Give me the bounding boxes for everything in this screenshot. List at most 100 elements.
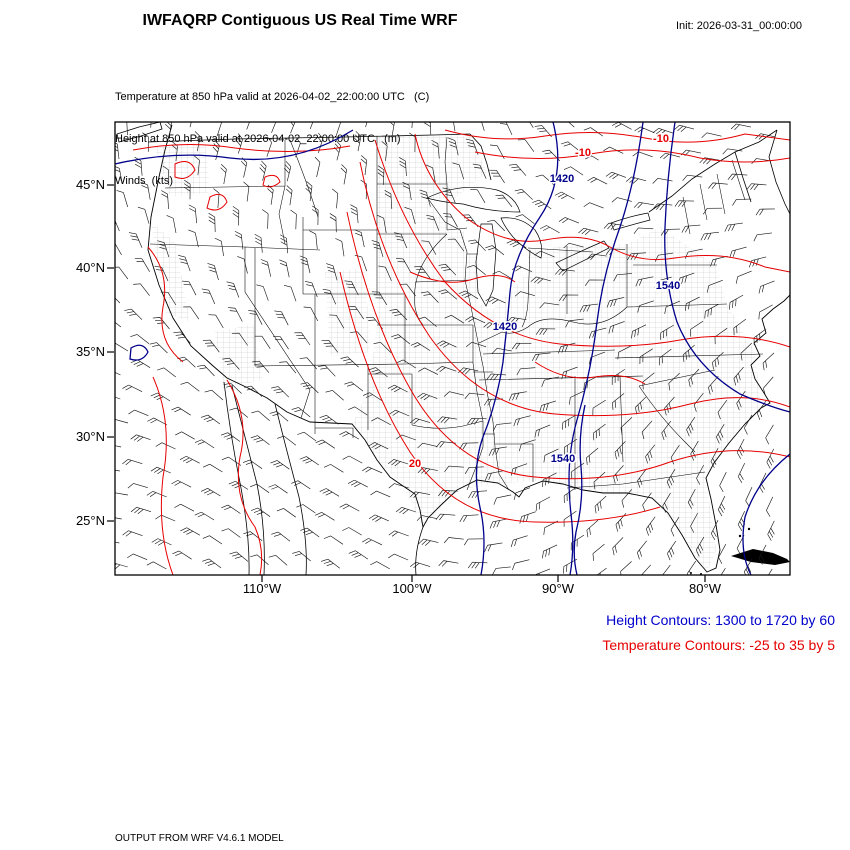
wind-barb [654, 276, 672, 289]
wind-barb [562, 414, 577, 430]
wind-barb [371, 417, 391, 426]
wind-barb [289, 122, 297, 134]
temperature-contour-line [226, 379, 263, 575]
wind-barb [588, 327, 607, 339]
wind-barb [370, 490, 391, 498]
temperature-contour-line [534, 361, 646, 385]
wind-barb [436, 365, 457, 373]
wind-barb [571, 462, 585, 479]
wind-barb [583, 127, 604, 137]
wind-barb [183, 179, 191, 200]
wind-barb [221, 528, 241, 538]
temperature-contour-line [147, 246, 184, 363]
wind-barb [423, 122, 432, 135]
wind-barb [517, 122, 534, 128]
wind-barb [744, 414, 753, 435]
wind-barb [447, 238, 465, 252]
wind-barb [625, 176, 647, 184]
wind-barb [250, 435, 270, 445]
wind-barb [388, 122, 395, 137]
wind-barb [171, 141, 178, 162]
wind-barb [155, 514, 176, 522]
map-frame [114, 121, 791, 576]
wind-barb [459, 514, 479, 523]
height-contour-line [664, 122, 790, 413]
wind-barb [115, 165, 123, 184]
wind-barb [666, 468, 676, 489]
wind-barb [686, 416, 696, 437]
wind-barb [633, 227, 654, 234]
wind-barb [615, 513, 627, 532]
wind-barb [554, 191, 575, 200]
temperature-contour-line [359, 161, 790, 417]
wind-barb [514, 291, 535, 297]
wind-barb [256, 284, 269, 301]
wind-barb [259, 160, 267, 181]
wind-barb [753, 328, 767, 345]
wind-barb [348, 306, 364, 320]
wind-barb [421, 291, 439, 303]
wind-barb [753, 232, 772, 242]
wind-barb [134, 258, 150, 272]
wind-barb [283, 284, 297, 302]
wind-barb [508, 391, 527, 401]
wind-barb [326, 263, 338, 281]
wind-barb [681, 224, 701, 233]
wind-barb [458, 367, 479, 375]
wind-barb [438, 263, 457, 276]
wind-barb [300, 527, 320, 538]
wind-barb [658, 348, 672, 366]
wind-barb [542, 472, 557, 487]
wind-barb [389, 308, 408, 321]
wind-barb [448, 137, 459, 156]
wind-barb [468, 239, 486, 252]
wind-barb [291, 407, 311, 418]
wind-barb [484, 470, 503, 481]
wind-barb [539, 302, 560, 309]
wind-barb [586, 447, 599, 465]
wind-barb [535, 174, 555, 186]
wind-barb [766, 496, 774, 517]
wind-barb [115, 342, 129, 352]
wind-barb [542, 544, 558, 559]
wind-barb [251, 410, 270, 421]
wind-barb [173, 331, 191, 344]
wind-barb [155, 442, 176, 450]
wind-barb [444, 465, 464, 472]
bahamas-island [747, 527, 751, 531]
wind-barb [409, 418, 431, 425]
wind-barb [115, 241, 122, 256]
wind-barb [436, 340, 457, 348]
wind-barb [360, 179, 367, 200]
wind-barb [443, 213, 458, 228]
wind-barb [194, 131, 201, 152]
wind-barb [260, 259, 272, 277]
wind-barb [271, 386, 290, 398]
wind-barb [250, 554, 269, 565]
wind-barb [409, 132, 416, 153]
wind-barb [438, 560, 459, 567]
temperature-contour-line [444, 129, 790, 143]
wind-barb [535, 328, 556, 335]
wind-barb [268, 555, 288, 566]
wind-barb [391, 334, 411, 345]
wind-barb [171, 406, 191, 416]
wind-barb [305, 181, 313, 202]
wind-barb [593, 423, 606, 441]
model-footer: OUTPUT FROM WRF V4.6.1 MODEL WE = 580 ; … [115, 804, 508, 850]
wind-barb [579, 151, 599, 161]
wind-barb [729, 294, 744, 310]
wind-barb [487, 219, 506, 232]
wind-barb [633, 202, 654, 209]
wind-barb [660, 324, 674, 340]
wind-barb [700, 231, 720, 241]
wind-barb [220, 432, 241, 442]
wind-barb [339, 503, 360, 512]
wind-barb [696, 464, 704, 485]
wind-barb [208, 314, 224, 329]
wind-barb [348, 406, 368, 416]
wind-barb [668, 372, 680, 391]
wind-barb [142, 132, 149, 152]
wind-barb [320, 558, 340, 569]
wind-barb [323, 535, 344, 545]
